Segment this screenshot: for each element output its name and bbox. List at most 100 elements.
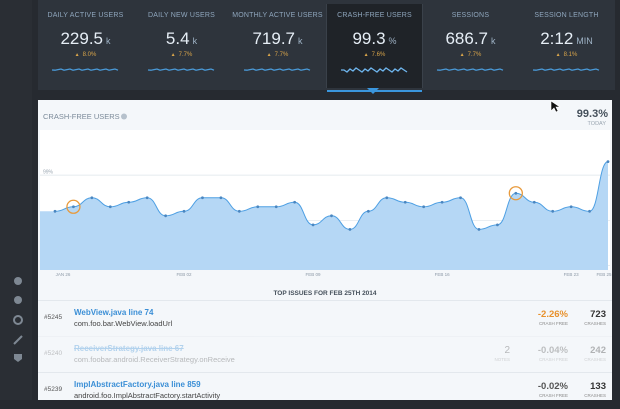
metric-change: ▲ 8.1% <box>519 52 614 58</box>
notes-count: 2 <box>504 345 510 356</box>
crashes-label: CRASHES <box>584 321 606 326</box>
crash-free-value: -0.02% <box>537 381 568 392</box>
metric-bar: DAILY ACTIVE USERS 229.5 k ▲ 8.0% DAILY NEW U… <box>38 0 615 92</box>
metric-card: MONTHLY ACTIVE USERS 719.7 k ▲ 7.7% <box>230 4 325 88</box>
metric-label: CRASH-FREE USERS <box>337 12 412 19</box>
metric-change: ▲ 7.7% <box>423 52 518 58</box>
metric-card: SESSIONS 686.7 k ▲ 7.7% <box>423 4 518 88</box>
data-point <box>237 209 241 213</box>
metric-label: DAILY ACTIVE USERS <box>47 12 124 19</box>
sparkline <box>51 68 119 71</box>
data-point <box>385 196 389 200</box>
data-point <box>182 209 186 213</box>
x-tick-label: FEB 25 <box>596 272 612 277</box>
data-point <box>477 227 481 231</box>
up-arrow: ▲ <box>266 52 272 58</box>
metric-value: 5.4 k <box>134 29 229 49</box>
data-point <box>532 200 536 204</box>
metric-change-value: 8.1% <box>563 52 578 58</box>
sidebar-icons <box>13 277 23 362</box>
metric-card: SESSION LENGTH 2:12 MIN ▲ 8.1% <box>519 4 614 88</box>
data-point <box>403 200 407 204</box>
crashes-value: 242 <box>590 345 606 356</box>
sparkline-path <box>51 68 119 71</box>
x-tick-label: FEB 16 <box>435 272 451 277</box>
metric-change-value: 7.7% <box>274 52 289 58</box>
info-icon <box>121 113 127 120</box>
data-point <box>422 205 426 209</box>
issue-method: android.foo.ImplAbstractFactory.startAct… <box>74 391 221 400</box>
data-point <box>551 209 555 213</box>
metric-change: ▲ 8.0% <box>38 52 133 58</box>
metric-number: 2:12 <box>540 29 574 48</box>
sparkline <box>341 67 408 73</box>
data-point <box>219 196 223 200</box>
current-value: 99.3% <box>577 108 608 120</box>
metric-label: SESSION LENGTH <box>534 12 599 19</box>
metric-unit: k <box>192 36 198 46</box>
issue-id: #5245 <box>44 314 63 321</box>
data-point <box>53 209 57 213</box>
issue-file: WebView.java line 74 <box>74 308 154 317</box>
metric-change-value: 8.0% <box>82 52 97 58</box>
metric-value: 229.5 k <box>38 29 133 49</box>
sidebar <box>0 0 32 400</box>
sparkline-path <box>532 68 600 71</box>
issue-file: ImplAbstractFactory.java line 859 <box>74 380 201 389</box>
data-point <box>256 205 260 209</box>
crash-free-label: CRASH FREE <box>538 393 568 398</box>
metric-change-value: 7.6% <box>371 52 386 58</box>
metric-unit: % <box>388 36 397 46</box>
crashes-label: CRASHES <box>584 357 606 362</box>
metric-number: 99.3 <box>352 29 386 48</box>
data-point <box>127 200 131 204</box>
pointer <box>367 88 379 94</box>
data-point <box>274 205 278 209</box>
y-tick-label: 99% <box>43 170 54 176</box>
notes-label: NOTES <box>494 357 510 362</box>
data-point <box>496 223 499 227</box>
metric-label: DAILY NEW USERS <box>148 12 215 19</box>
data-point <box>201 196 204 200</box>
sparkline-path <box>341 67 408 73</box>
x-tick-label: FEB 23 <box>564 272 580 277</box>
data-point <box>145 196 149 200</box>
issue-method: com.foobar.android.ReceiverStrategy.onRe… <box>74 355 235 364</box>
crash-free-label: CRASH FREE <box>538 357 568 362</box>
up-arrow: ▲ <box>170 52 176 58</box>
data-point <box>90 196 94 200</box>
metric-change: ▲ 7.7% <box>134 52 229 58</box>
x-tick-label: FEB 09 <box>306 272 322 277</box>
crashes-value: 133 <box>590 381 606 392</box>
metric-change-value: 7.7% <box>178 52 193 58</box>
crashes-label: CRASHES <box>584 393 606 398</box>
data-point <box>348 227 352 231</box>
up-arrow: ▲ <box>555 52 561 58</box>
current-label: TODAY <box>588 121 607 127</box>
chart-title: CRASH-FREE USERS <box>43 112 120 121</box>
metric-unit: k <box>106 36 111 46</box>
metric-card: DAILY ACTIVE USERS 229.5 k ▲ 8.0% <box>38 4 133 88</box>
data-point <box>366 209 370 213</box>
data-point <box>311 223 315 227</box>
metric-number: 229.5 <box>60 29 104 48</box>
data-point <box>293 200 297 204</box>
sparkline-path <box>243 68 311 71</box>
data-point <box>72 205 75 209</box>
data-point <box>459 196 462 200</box>
sparkline-path <box>147 68 215 71</box>
data-point <box>588 209 591 213</box>
metric-change: ▲ 7.6% <box>327 52 422 58</box>
metric-number: 719.7 <box>252 29 296 48</box>
metric-value: 2:12 MIN <box>519 29 614 49</box>
data-point <box>164 214 167 218</box>
metric-change: ▲ 7.7% <box>230 52 325 58</box>
issue-row: #5245 WebView.java line 74 com.foo.bar.Web… <box>38 300 612 337</box>
metric-unit: k <box>298 36 303 46</box>
area <box>40 161 608 270</box>
metric-value: 719.7 k <box>230 29 325 49</box>
data-point <box>440 200 444 204</box>
metric-card: CRASH-FREE USERS 99.3% ▲ 7.6% <box>326 4 423 92</box>
issue-id: #5239 <box>44 386 63 393</box>
